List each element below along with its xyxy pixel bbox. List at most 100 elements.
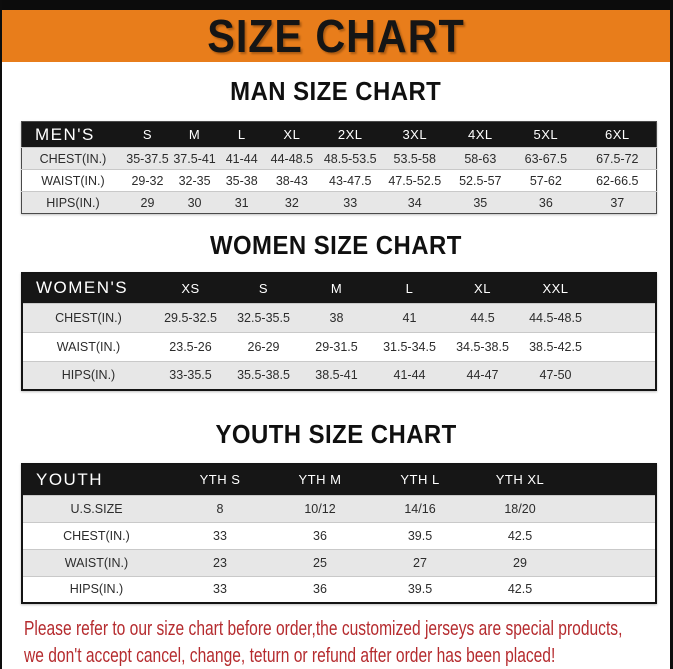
footer-line-2: we don't accept cancel, change, teturn o… [24,642,670,669]
size-column-header: M [171,121,219,148]
size-column-header: XS [154,273,227,303]
size-column-header: YTH M [270,464,370,495]
size-value: 26-29 [227,331,300,361]
size-value: 29-32 [123,169,172,192]
row-filler-cell [570,548,656,576]
size-value: 47-50 [519,360,592,390]
size-value: 67.5-72 [578,147,657,170]
size-column-header: XL [265,121,319,148]
row-filler-cell [570,494,656,522]
size-value: 42.5 [470,575,570,603]
table-row: WAIST(IN.) 23.5-26 26-29 29-31.5 31.5-34.5 34… [22,331,656,361]
men-size-table: MEN'S S M L XL 2XL 3XL 4XL 5XL 6XL CHEST(IN.) 35-37… [21,121,657,214]
footer-line-1: Please refer to our size chart before or… [24,615,670,642]
size-value: 63-67.5 [513,147,579,170]
size-value: 10/12 [270,494,370,522]
size-value: 35-37.5 [123,147,172,170]
size-value: 27 [370,548,470,576]
size-value: 34.5-38.5 [446,331,519,361]
header-filler-cell [570,464,656,495]
size-value: 37.5-41 [171,147,219,170]
size-value: 32 [265,191,319,214]
size-column-header: S [123,121,172,148]
size-value: 41-44 [373,360,446,390]
size-value: 33 [170,575,270,603]
size-value: 14/16 [370,494,470,522]
row-filler-cell [570,575,656,603]
size-value: 33-35.5 [154,360,227,390]
row-label: CHEST(IN.) [22,521,170,549]
size-value: 47.5-52.5 [381,169,448,192]
header-filler-cell [592,273,656,303]
size-column-header: XL [446,273,519,303]
size-column-header: 5XL [513,121,579,148]
title-banner: SIZE CHART [2,10,670,62]
footer-line-1-text: Please refer to our size chart before or… [24,617,623,640]
row-label: HIPS(IN.) [21,191,124,214]
size-value: 44.5 [446,302,519,332]
table-row: CHEST(IN.) 29.5-32.5 32.5-35.5 38 41 44.5 44.5… [22,302,656,332]
table-row: WAIST(IN.) 29-32 32-35 35-38 38-43 43-47.5 47.… [21,169,657,192]
row-filler-cell [592,360,656,390]
table-group-label: MEN'S [21,121,124,148]
size-value: 43-47.5 [318,169,382,192]
row-label: HIPS(IN.) [22,575,170,603]
table-row: CHEST(IN.) 33 36 39.5 42.5 [22,521,656,549]
size-value: 42.5 [470,521,570,549]
size-value: 23.5-26 [154,331,227,361]
row-label: WAIST(IN.) [22,331,154,361]
footer-line-2-text: we don't accept cancel, change, teturn o… [24,644,556,667]
size-value: 39.5 [370,575,470,603]
size-value: 37 [578,191,657,214]
size-value: 36 [513,191,579,214]
size-value: 38.5-42.5 [519,331,592,361]
size-value: 29-31.5 [300,331,373,361]
table-row: HIPS(IN.) 33 36 39.5 42.5 [22,575,656,603]
size-column-header: M [300,273,373,303]
size-value: 57-62 [513,169,579,192]
table-row: WAIST(IN.) 23 25 27 29 [22,548,656,576]
man-section-heading-text: MAN SIZE CHART [230,75,442,106]
size-value: 35-38 [218,169,266,192]
size-value: 18/20 [470,494,570,522]
size-value: 23 [170,548,270,576]
table-row: HIPS(IN.) 33-35.5 35.5-38.5 38.5-41 41-44 44-… [22,360,656,390]
row-label: HIPS(IN.) [22,360,154,390]
row-filler-cell [570,521,656,549]
table-row: U.S.SIZE 8 10/12 14/16 18/20 [22,494,656,522]
row-label: U.S.SIZE [22,494,170,522]
youth-section-heading: YOUTH SIZE CHART [2,419,670,449]
row-filler-cell [592,331,656,361]
size-value: 41 [373,302,446,332]
women-size-table: WOMEN'S XS S M L XL XXL CHEST(IN.) 29.5-32.5 32.5… [21,272,657,391]
size-value: 38-43 [265,169,319,192]
size-value: 33 [318,191,382,214]
size-value: 35.5-38.5 [227,360,300,390]
size-value: 33 [170,521,270,549]
women-section-heading-text: WOMEN SIZE CHART [210,229,462,260]
row-label: CHEST(IN.) [22,302,154,332]
size-value: 29 [470,548,570,576]
size-value: 36 [270,575,370,603]
row-label: WAIST(IN.) [21,169,124,192]
row-label: CHEST(IN.) [21,147,124,170]
size-column-header: YTH XL [470,464,570,495]
youth-size-table: YOUTH YTH S YTH M YTH L YTH XL U.S.SIZE 8 10/12… [21,463,657,604]
top-border-bar [2,0,670,10]
size-value: 25 [270,548,370,576]
size-value: 41-44 [218,147,266,170]
table-group-label: YOUTH [22,464,170,495]
row-label: WAIST(IN.) [22,548,170,576]
size-value: 44-47 [446,360,519,390]
size-column-header: YTH L [370,464,470,495]
size-value: 31.5-34.5 [373,331,446,361]
size-value: 32.5-35.5 [227,302,300,332]
size-value: 62-66.5 [578,169,657,192]
size-value: 38.5-41 [300,360,373,390]
size-value: 29.5-32.5 [154,302,227,332]
size-value: 52.5-57 [447,169,514,192]
size-column-header: XXL [519,273,592,303]
size-column-header: 3XL [381,121,448,148]
size-column-header: 2XL [318,121,382,148]
